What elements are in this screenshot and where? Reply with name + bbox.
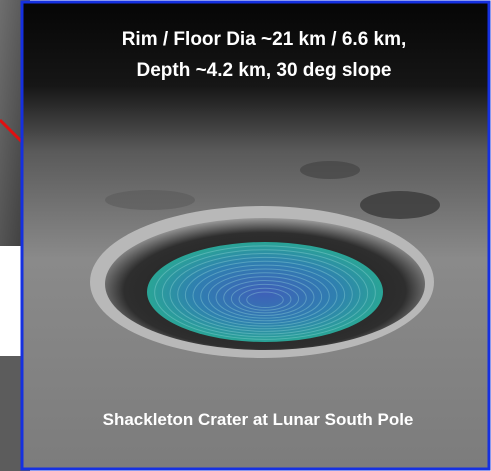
panel-border — [20, 0, 491, 471]
small-crater — [360, 191, 440, 219]
small-crater — [105, 190, 195, 210]
floor-ring — [177, 256, 353, 332]
crater-floor — [147, 242, 383, 342]
floor-ring — [230, 283, 300, 314]
small-crater — [300, 161, 360, 179]
floor-ring — [154, 245, 376, 340]
caption: Shackleton Crater at Lunar South Pole — [103, 410, 414, 429]
floor-ring — [207, 272, 323, 322]
floor-ring — [223, 280, 307, 316]
title-line: Depth ~4.2 km, 30 deg slope — [136, 60, 391, 81]
floor-ring — [200, 268, 330, 324]
floor-ring — [192, 264, 338, 327]
floor-ring — [238, 287, 292, 311]
floor-ring — [169, 253, 361, 335]
floor-rings — [147, 242, 383, 342]
floor-ring — [161, 249, 369, 338]
title-line: Rim / Floor Dia ~21 km / 6.6 km, — [122, 29, 407, 50]
floor-ring — [184, 260, 346, 330]
floor-ring — [246, 291, 284, 309]
floor-ring — [215, 276, 315, 319]
